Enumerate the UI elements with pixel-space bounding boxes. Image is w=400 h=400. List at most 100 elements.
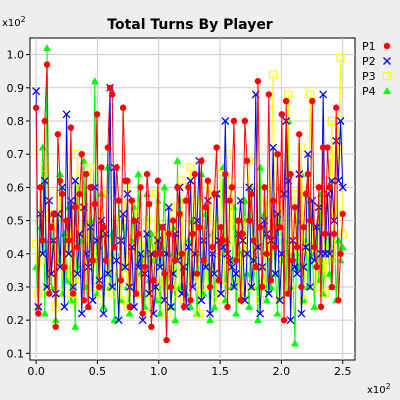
data-point [278,111,286,118]
data-point [73,269,82,278]
data-point [256,224,264,231]
data-point [290,263,299,272]
data-point [217,224,225,231]
data-point [159,224,166,231]
data-point [154,177,162,184]
data-point [232,257,240,264]
data-point [48,224,55,231]
legend-label: P1 [362,40,376,53]
data-point [106,84,114,91]
data-point [36,256,45,265]
data-point [108,289,117,298]
data-point [169,217,177,224]
y-tick-label: 0.1 [7,347,25,360]
data-point [275,183,284,191]
data-point [222,170,229,178]
data-point [272,243,279,251]
data-point [333,104,340,111]
data-point [206,316,215,324]
data-point [275,296,284,305]
data-point [326,184,333,191]
data-point [76,190,83,198]
data-point [191,170,199,178]
data-point [109,91,116,98]
data-point [336,117,345,125]
data-point [290,339,299,347]
data-point [35,310,42,317]
data-point [317,303,325,311]
data-point [303,282,312,290]
data-point [298,283,305,291]
data-point [297,143,306,152]
data-point [86,223,95,232]
data-point [88,296,97,305]
data-point [38,249,47,258]
data-point [52,323,59,331]
data-point [243,249,252,258]
data-point [302,190,309,198]
data-point [134,263,143,272]
data-point [322,230,329,238]
data-point [241,117,249,125]
data-point [254,77,262,85]
legend-item-p2: P2 [362,55,391,68]
data-point [119,104,127,111]
data-point [245,183,254,192]
data-point [338,183,347,192]
data-point [178,250,186,257]
data-point [54,131,62,138]
data-point [99,309,108,318]
y-tick-label: 0.7 [7,148,25,161]
data-point [304,170,312,178]
data-point [285,290,292,297]
data-point [169,289,178,298]
data-point [293,269,302,278]
data-point [116,296,126,305]
data-point [77,276,86,285]
data-point [253,316,262,324]
data-point [40,309,49,317]
data-point [225,256,234,265]
data-point [89,257,96,264]
data-point [325,249,334,258]
data-point [200,257,207,264]
data-point [250,237,257,244]
data-point [213,144,220,151]
x-axis-exponent: x102 [367,382,391,396]
data-point [39,237,46,244]
data-point [148,323,155,331]
data-point [219,163,228,171]
legend-marker [382,71,392,81]
series-line [35,64,344,341]
data-point [71,176,80,185]
data-point [338,229,347,238]
data-point [45,290,53,297]
data-point [78,150,85,158]
data-point [201,263,210,272]
data-point [313,263,320,271]
data-point [217,289,225,298]
data-point [208,229,217,237]
data-point [249,282,258,290]
data-point [163,336,170,344]
data-point [156,263,165,272]
data-point [74,243,81,251]
data-point [235,217,242,224]
data-point [66,196,75,205]
data-point [158,282,167,292]
data-point [252,263,259,271]
data-point [300,224,307,231]
y-tick-label: 0.9 [7,82,25,95]
data-point [230,283,238,291]
data-point [310,302,319,310]
legend-label: P2 [362,55,376,68]
data-point [112,256,121,265]
data-point [180,303,188,311]
data-point [130,217,138,224]
axes: 0.1 0.2 0.3 0.4 0.5 0.6 0.7 0.8 0.9 1.0 0.0 0.5 1.0 1… [7,49,352,378]
data-point [156,309,165,317]
data-point [248,190,255,198]
data-point [321,289,330,298]
data-point [65,237,72,244]
